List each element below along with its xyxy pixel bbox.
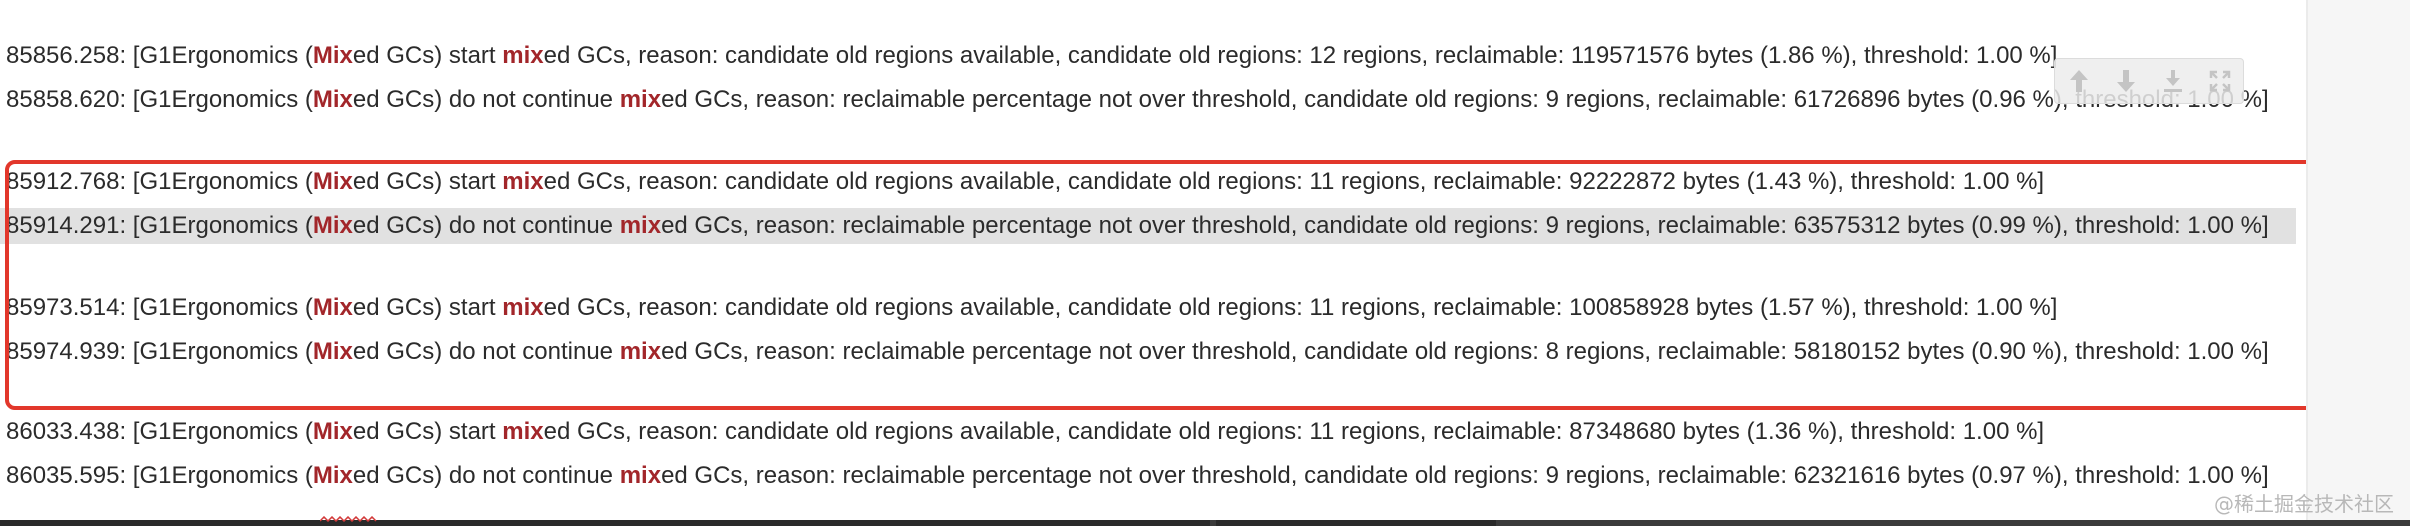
log-text: ed GCs) do not continue <box>352 338 620 365</box>
keyword-highlight: mix <box>619 212 662 239</box>
log-line: 85856.258: [G1Ergonomics (Mixed GCs) sta… <box>0 38 2296 74</box>
expand-icon[interactable] <box>2204 65 2236 97</box>
hover-toolbar <box>2054 58 2244 104</box>
log-line-selected: 85914.291: [G1Ergonomics (Mixed GCs) do … <box>0 208 2296 244</box>
keyword-highlight: mix <box>502 294 544 321</box>
keyword-highlight: mix <box>619 462 662 489</box>
log-text: ed GCs) do not continue <box>352 462 620 489</box>
log-text: ed GCs, reason: candidate old regions av… <box>543 294 2058 321</box>
right-margin-panel <box>2306 0 2410 526</box>
watermark: @稀土掘金技术社区 <box>2214 492 2394 516</box>
download-icon[interactable] <box>2157 65 2189 97</box>
keyword-highlight: Mix <box>312 86 353 113</box>
log-prefix: [G1Ergonomics ( <box>126 86 313 113</box>
arrow-down-icon[interactable] <box>2110 65 2142 97</box>
log-timestamp: 85912.768: <box>6 168 127 195</box>
log-text: ed GCs, reason: candidate old regions av… <box>543 168 2045 195</box>
log-prefix: [G1Ergonomics ( <box>126 212 313 239</box>
log-text: ed GCs, reason: reclaimable percentage n… <box>661 462 2269 489</box>
keyword-highlight: mix <box>502 418 544 445</box>
log-timestamp: 86033.438: <box>6 418 127 445</box>
keyword-highlight: Mix <box>312 294 353 321</box>
log-prefix: [G1Ergonomics ( <box>126 294 313 321</box>
log-prefix: [G1Ergonomics ( <box>126 168 313 195</box>
keyword-highlight: mix <box>619 86 662 113</box>
keyword-highlight: Mix <box>312 338 353 365</box>
keyword-highlight: Mix <box>312 462 353 489</box>
log-text: ed GCs) start <box>352 42 503 69</box>
log-viewer: 85856.258: [G1Ergonomics (Mixed GCs) sta… <box>0 38 2296 494</box>
log-text: ed GCs) start <box>352 168 503 195</box>
log-text: ed GCs) do not continue <box>352 212 620 239</box>
log-line: 86033.438: [G1Ergonomics (Mixed GCs) sta… <box>0 414 2296 450</box>
log-line: 86035.595: [G1Ergonomics (Mixed GCs) do … <box>0 458 2296 494</box>
log-timestamp: 85974.939: <box>6 338 127 365</box>
log-text: ed GCs, reason: reclaimable percentage n… <box>661 86 2269 113</box>
keyword-highlight: mix <box>502 168 544 195</box>
log-prefix: [G1Ergonomics ( <box>126 42 313 69</box>
log-text: ed GCs) start <box>352 294 503 321</box>
log-text: ed GCs, reason: reclaimable percentage n… <box>661 212 2269 239</box>
log-timestamp: 85973.514: <box>6 294 127 321</box>
log-prefix: [G1Ergonomics ( <box>126 462 313 489</box>
log-prefix: [G1Ergonomics ( <box>126 338 313 365</box>
keyword-highlight: Mix <box>312 168 353 195</box>
log-prefix: [G1Ergonomics ( <box>126 418 313 445</box>
arrow-up-icon[interactable] <box>2063 65 2095 97</box>
spellcheck-squiggle <box>320 516 377 522</box>
keyword-highlight: Mix <box>312 212 353 239</box>
log-line: 85974.939: [G1Ergonomics (Mixed GCs) do … <box>0 334 2296 370</box>
log-text: ed GCs) start <box>352 418 503 445</box>
log-text: ed GCs) do not continue <box>352 86 620 113</box>
log-timestamp: 85914.291: <box>6 212 127 239</box>
log-timestamp: 86035.595: <box>6 462 127 489</box>
log-line: 85912.768: [G1Ergonomics (Mixed GCs) sta… <box>0 164 2296 200</box>
keyword-highlight: Mix <box>312 42 353 69</box>
keyword-highlight: mix <box>619 338 662 365</box>
log-timestamp: 85856.258: <box>6 42 127 69</box>
log-line: 85973.514: [G1Ergonomics (Mixed GCs) sta… <box>0 290 2296 326</box>
log-line: 85858.620: [G1Ergonomics (Mixed GCs) do … <box>0 82 2296 118</box>
keyword-highlight: Mix <box>312 418 353 445</box>
log-text: ed GCs, reason: candidate old regions av… <box>543 42 2058 69</box>
log-text: ed GCs, reason: reclaimable percentage n… <box>661 338 2269 365</box>
scrollbar-segment <box>1216 520 1496 526</box>
scrollbar-segment <box>0 520 1210 526</box>
log-text: ed GCs, reason: candidate old regions av… <box>543 418 2045 445</box>
bottom-scrollbar[interactable] <box>0 520 2410 526</box>
keyword-highlight: mix <box>502 42 544 69</box>
log-timestamp: 85858.620: <box>6 86 127 113</box>
